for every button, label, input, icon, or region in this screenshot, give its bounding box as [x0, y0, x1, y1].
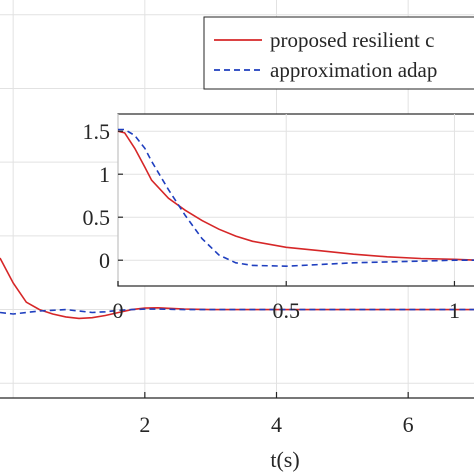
inset-plot-area [117, 113, 474, 287]
legend-label-proposed: proposed resilient c [270, 28, 434, 52]
inset-plot: 0 0.5 1 00.511.5 [83, 113, 474, 323]
inset-series-group [117, 128, 474, 268]
legend: proposed resilient c approximation adap [203, 16, 474, 90]
inset-y-tick-label: 0.5 [83, 205, 111, 230]
main-series-line-1 [0, 308, 474, 315]
legend-label-approximation: approximation adap [270, 58, 437, 82]
main-x-tick-label: 6 [403, 412, 414, 437]
inset-series-line-1 [118, 128, 474, 268]
main-x-ticks: 2 4 6 [139, 392, 414, 437]
legend-box [203, 16, 474, 90]
inset-grid [117, 114, 474, 286]
inset-y-tick-label: 1 [99, 162, 110, 187]
main-x-tick-label: 4 [271, 412, 282, 437]
inset-x-ticks: 0 0.5 1 [113, 281, 460, 323]
main-x-axis-label: t(s) [270, 447, 299, 472]
inset-y-tick-label: 0 [99, 248, 110, 273]
inset-y-ticks: 0 0.5 1 1.5 [83, 119, 123, 273]
inset-y-tick-label: 1.5 [83, 119, 111, 144]
main-series-group [0, 257, 474, 320]
inset-series-line-0 [117, 130, 474, 261]
inset-x-tick-label: 1 [449, 298, 460, 323]
inset-x-tick-label: 0.5 [272, 298, 300, 323]
inset-x-tick-label: 0 [113, 298, 124, 323]
main-x-tick-label: 2 [139, 412, 150, 437]
